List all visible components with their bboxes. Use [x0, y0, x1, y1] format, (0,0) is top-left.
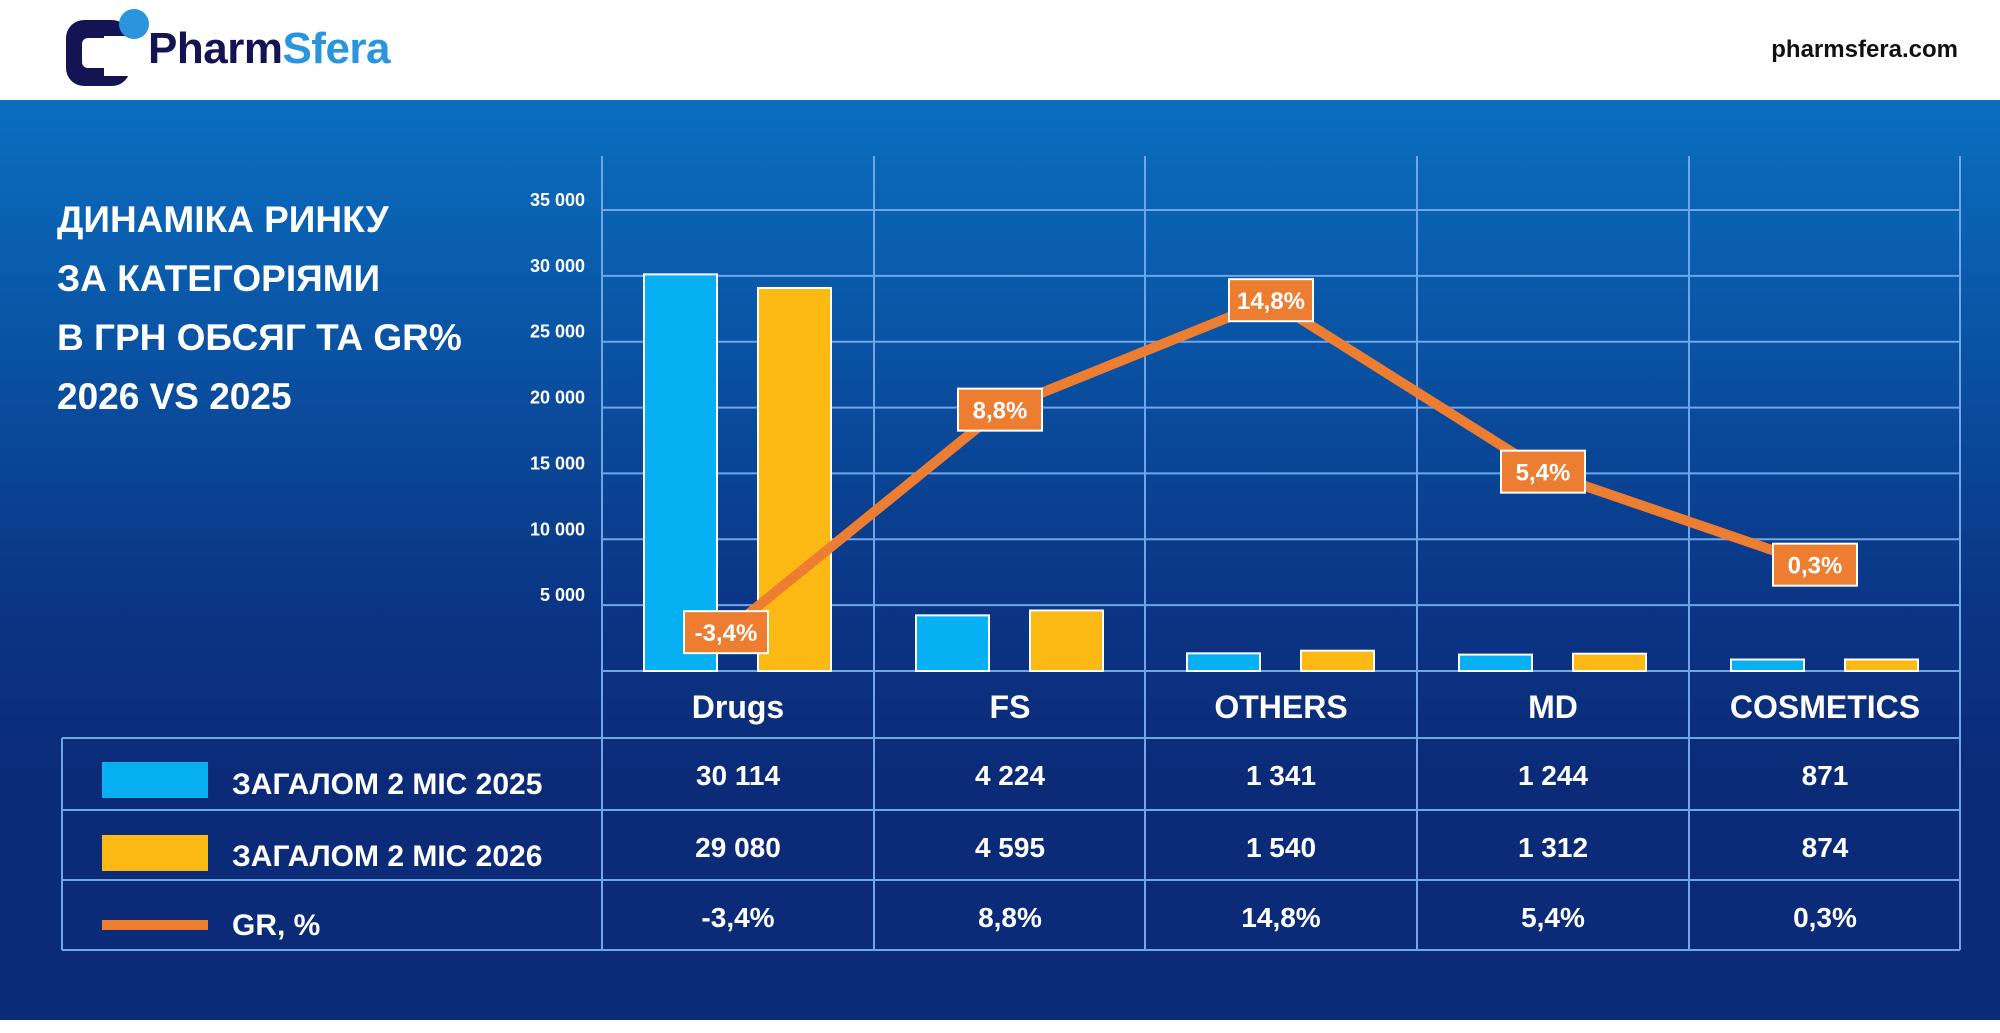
legend-swatch-gr — [102, 920, 208, 930]
table-cell: 5,4% — [1521, 902, 1585, 933]
chart-panel — [0, 100, 2000, 1020]
brand-name: PharmSfera — [148, 24, 391, 73]
bar-2025 — [915, 614, 990, 673]
y-tick-label: 15 000 — [530, 453, 585, 473]
table-cell: 4 224 — [975, 760, 1045, 791]
gr-data-label: 8,8% — [973, 398, 1028, 425]
table-cell: 29 080 — [695, 832, 781, 863]
table-cell: 1 341 — [1246, 760, 1316, 791]
bar-2025 — [1458, 653, 1533, 673]
legend-label: ЗАГАЛОМ 2 МІС 2025 — [232, 768, 542, 801]
table-cell: 874 — [1802, 832, 1849, 863]
bar-2026 — [1572, 652, 1647, 673]
gr-data-label: -3,4% — [695, 620, 758, 647]
gr-label-box — [957, 387, 1043, 432]
chart-title: ДИНАМІКА РИНКУ ЗА КАТЕГОРІЯМИ В ГРН ОБСЯ… — [57, 199, 462, 417]
y-tick-label: 25 000 — [530, 322, 585, 342]
table-cell: 1 540 — [1246, 832, 1316, 863]
legend-label: ЗАГАЛОМ 2 МІС 2026 — [232, 840, 542, 873]
table-cell: 30 114 — [696, 760, 781, 791]
y-tick-label: 35 000 — [530, 190, 585, 210]
table-cell: 4 595 — [975, 832, 1045, 863]
table-cell: 8,8% — [978, 902, 1042, 933]
gr-line — [722, 295, 1817, 637]
gr-data-label: 14,8% — [1237, 288, 1305, 315]
gr-data-label: 0,3% — [1788, 553, 1843, 580]
bar-2025 — [643, 273, 718, 672]
bar-2025 — [1186, 652, 1261, 672]
y-tick-label: 10 000 — [530, 519, 585, 539]
category-label: FS — [990, 689, 1031, 725]
table-cell: -3,4% — [701, 902, 774, 933]
table-cell: 0,3% — [1793, 902, 1857, 933]
gr-label-box — [1228, 278, 1314, 323]
legend-swatch-2025 — [102, 762, 208, 798]
legend-swatch-2026 — [102, 835, 208, 871]
pharmsfera-logo — [66, 9, 149, 86]
gr-label-box — [683, 610, 769, 655]
table-cell: 1 312 — [1518, 832, 1588, 863]
gr-label-box — [1772, 542, 1858, 587]
category-label: COSMETICS — [1730, 689, 1920, 725]
header: PharmSfera pharmsfera.com — [0, 0, 2000, 100]
category-label: MD — [1528, 689, 1578, 725]
y-tick-label: 20 000 — [530, 388, 585, 408]
legend-label: GR, % — [232, 909, 320, 942]
gr-data-label: 5,4% — [1516, 460, 1571, 487]
y-tick-label: 30 000 — [530, 256, 585, 276]
category-label: Drugs — [692, 689, 784, 725]
bar-2026 — [1300, 649, 1375, 673]
bar-2026 — [757, 286, 832, 672]
bar-2026 — [1844, 658, 1919, 672]
y-tick-label: 5 000 — [540, 585, 585, 605]
table-cell: 871 — [1802, 760, 1849, 791]
table-cell: 1 244 — [1518, 760, 1588, 791]
gr-label-box — [1500, 449, 1586, 494]
table-cell: 14,8% — [1241, 902, 1320, 933]
site-url[interactable]: pharmsfera.com — [1771, 36, 1958, 63]
category-label: OTHERS — [1214, 689, 1347, 725]
bar-2026 — [1029, 609, 1104, 673]
bar-2025 — [1730, 658, 1805, 673]
